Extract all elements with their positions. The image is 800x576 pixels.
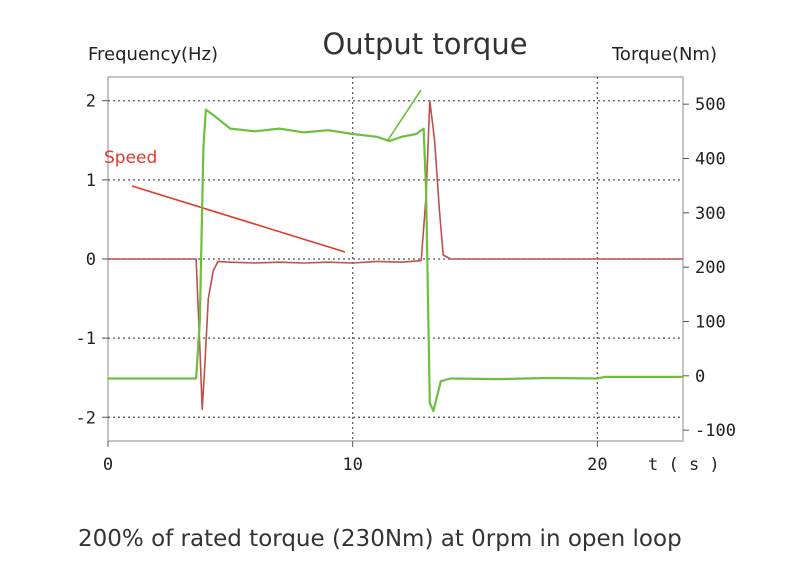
series-line-torque <box>108 108 683 413</box>
series-group <box>108 99 683 413</box>
right-tick-label-4: 100 <box>695 312 726 332</box>
right-tick-label-0: 500 <box>695 95 726 115</box>
left-tick-label-3: -1 <box>76 329 96 349</box>
chart-title: Output torque <box>322 27 527 61</box>
speed-annotation-label: Speed <box>104 148 157 168</box>
right-tick-label-2: 300 <box>695 204 726 224</box>
right-tick-label-1: 400 <box>695 149 726 169</box>
x-tick-label-1: 10 <box>342 455 362 475</box>
left-tick-label-0: 2 <box>86 92 96 112</box>
left-tick-label-1: 1 <box>86 171 96 191</box>
torque-annotation-arrow <box>387 89 422 141</box>
caption: 200% of rated torque (230Nm) at 0rpm in … <box>78 526 682 552</box>
left-axis-label: Frequency(Hz) <box>88 44 218 65</box>
series-line-speed <box>108 99 683 411</box>
x-tick-label-0: 0 <box>103 455 113 475</box>
x-axis-label: t ( s ) <box>648 455 720 475</box>
right-tick-label-6: -100 <box>695 421 736 441</box>
right-tick-label-5: 0 <box>695 367 705 387</box>
speed-annotation-arrow <box>131 185 346 253</box>
left-tick-label-2: 0 <box>86 250 96 270</box>
right-axis-label: Torque(Nm) <box>611 44 717 65</box>
x-tick-label-2: 20 <box>587 455 607 475</box>
left-tick-label-4: -2 <box>76 408 96 428</box>
right-tick-label-3: 200 <box>695 258 726 278</box>
